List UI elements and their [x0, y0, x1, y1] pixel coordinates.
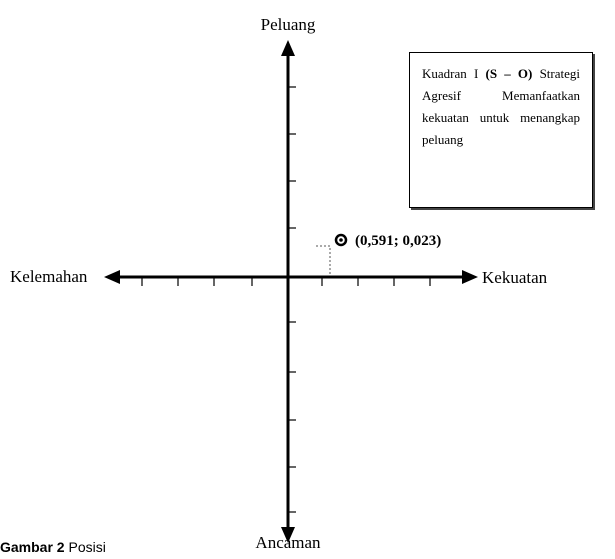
caption-figure-number: Gambar 2 — [0, 539, 65, 554]
figure-caption: Gambar 2 Posisi — [0, 539, 615, 554]
quadrant-description-box: Kuadran I (S – O) Strategi Agresif Meman… — [409, 52, 593, 208]
axis-left-label: Kelemahan — [10, 267, 88, 286]
position-point-marker — [334, 233, 348, 247]
arrow-left-head — [104, 270, 120, 284]
arrow-down-head — [281, 527, 295, 543]
axis-top-label: Peluang — [261, 15, 316, 34]
quadrant-text: Strategi Agresif Memanfaatkan kekuatan u… — [422, 66, 581, 147]
axis-bottom-label: Ancaman — [255, 533, 321, 552]
point-guide-lines — [316, 245, 331, 275]
caption-text: Posisi — [64, 539, 106, 554]
axis-ticks — [141, 86, 431, 513]
axis-right-label: Kekuatan — [482, 268, 548, 287]
quadrant-prefix: Kuadran I — [422, 66, 486, 81]
arrow-up-head — [281, 40, 295, 56]
quadrant-code: (S – O) — [485, 66, 533, 81]
quadrant-description-text: Kuadran I (S – O) Strategi Agresif Meman… — [422, 63, 580, 151]
arrow-right-head — [462, 270, 478, 284]
point-coordinate-label: (0,591; 0,023) — [355, 233, 441, 249]
